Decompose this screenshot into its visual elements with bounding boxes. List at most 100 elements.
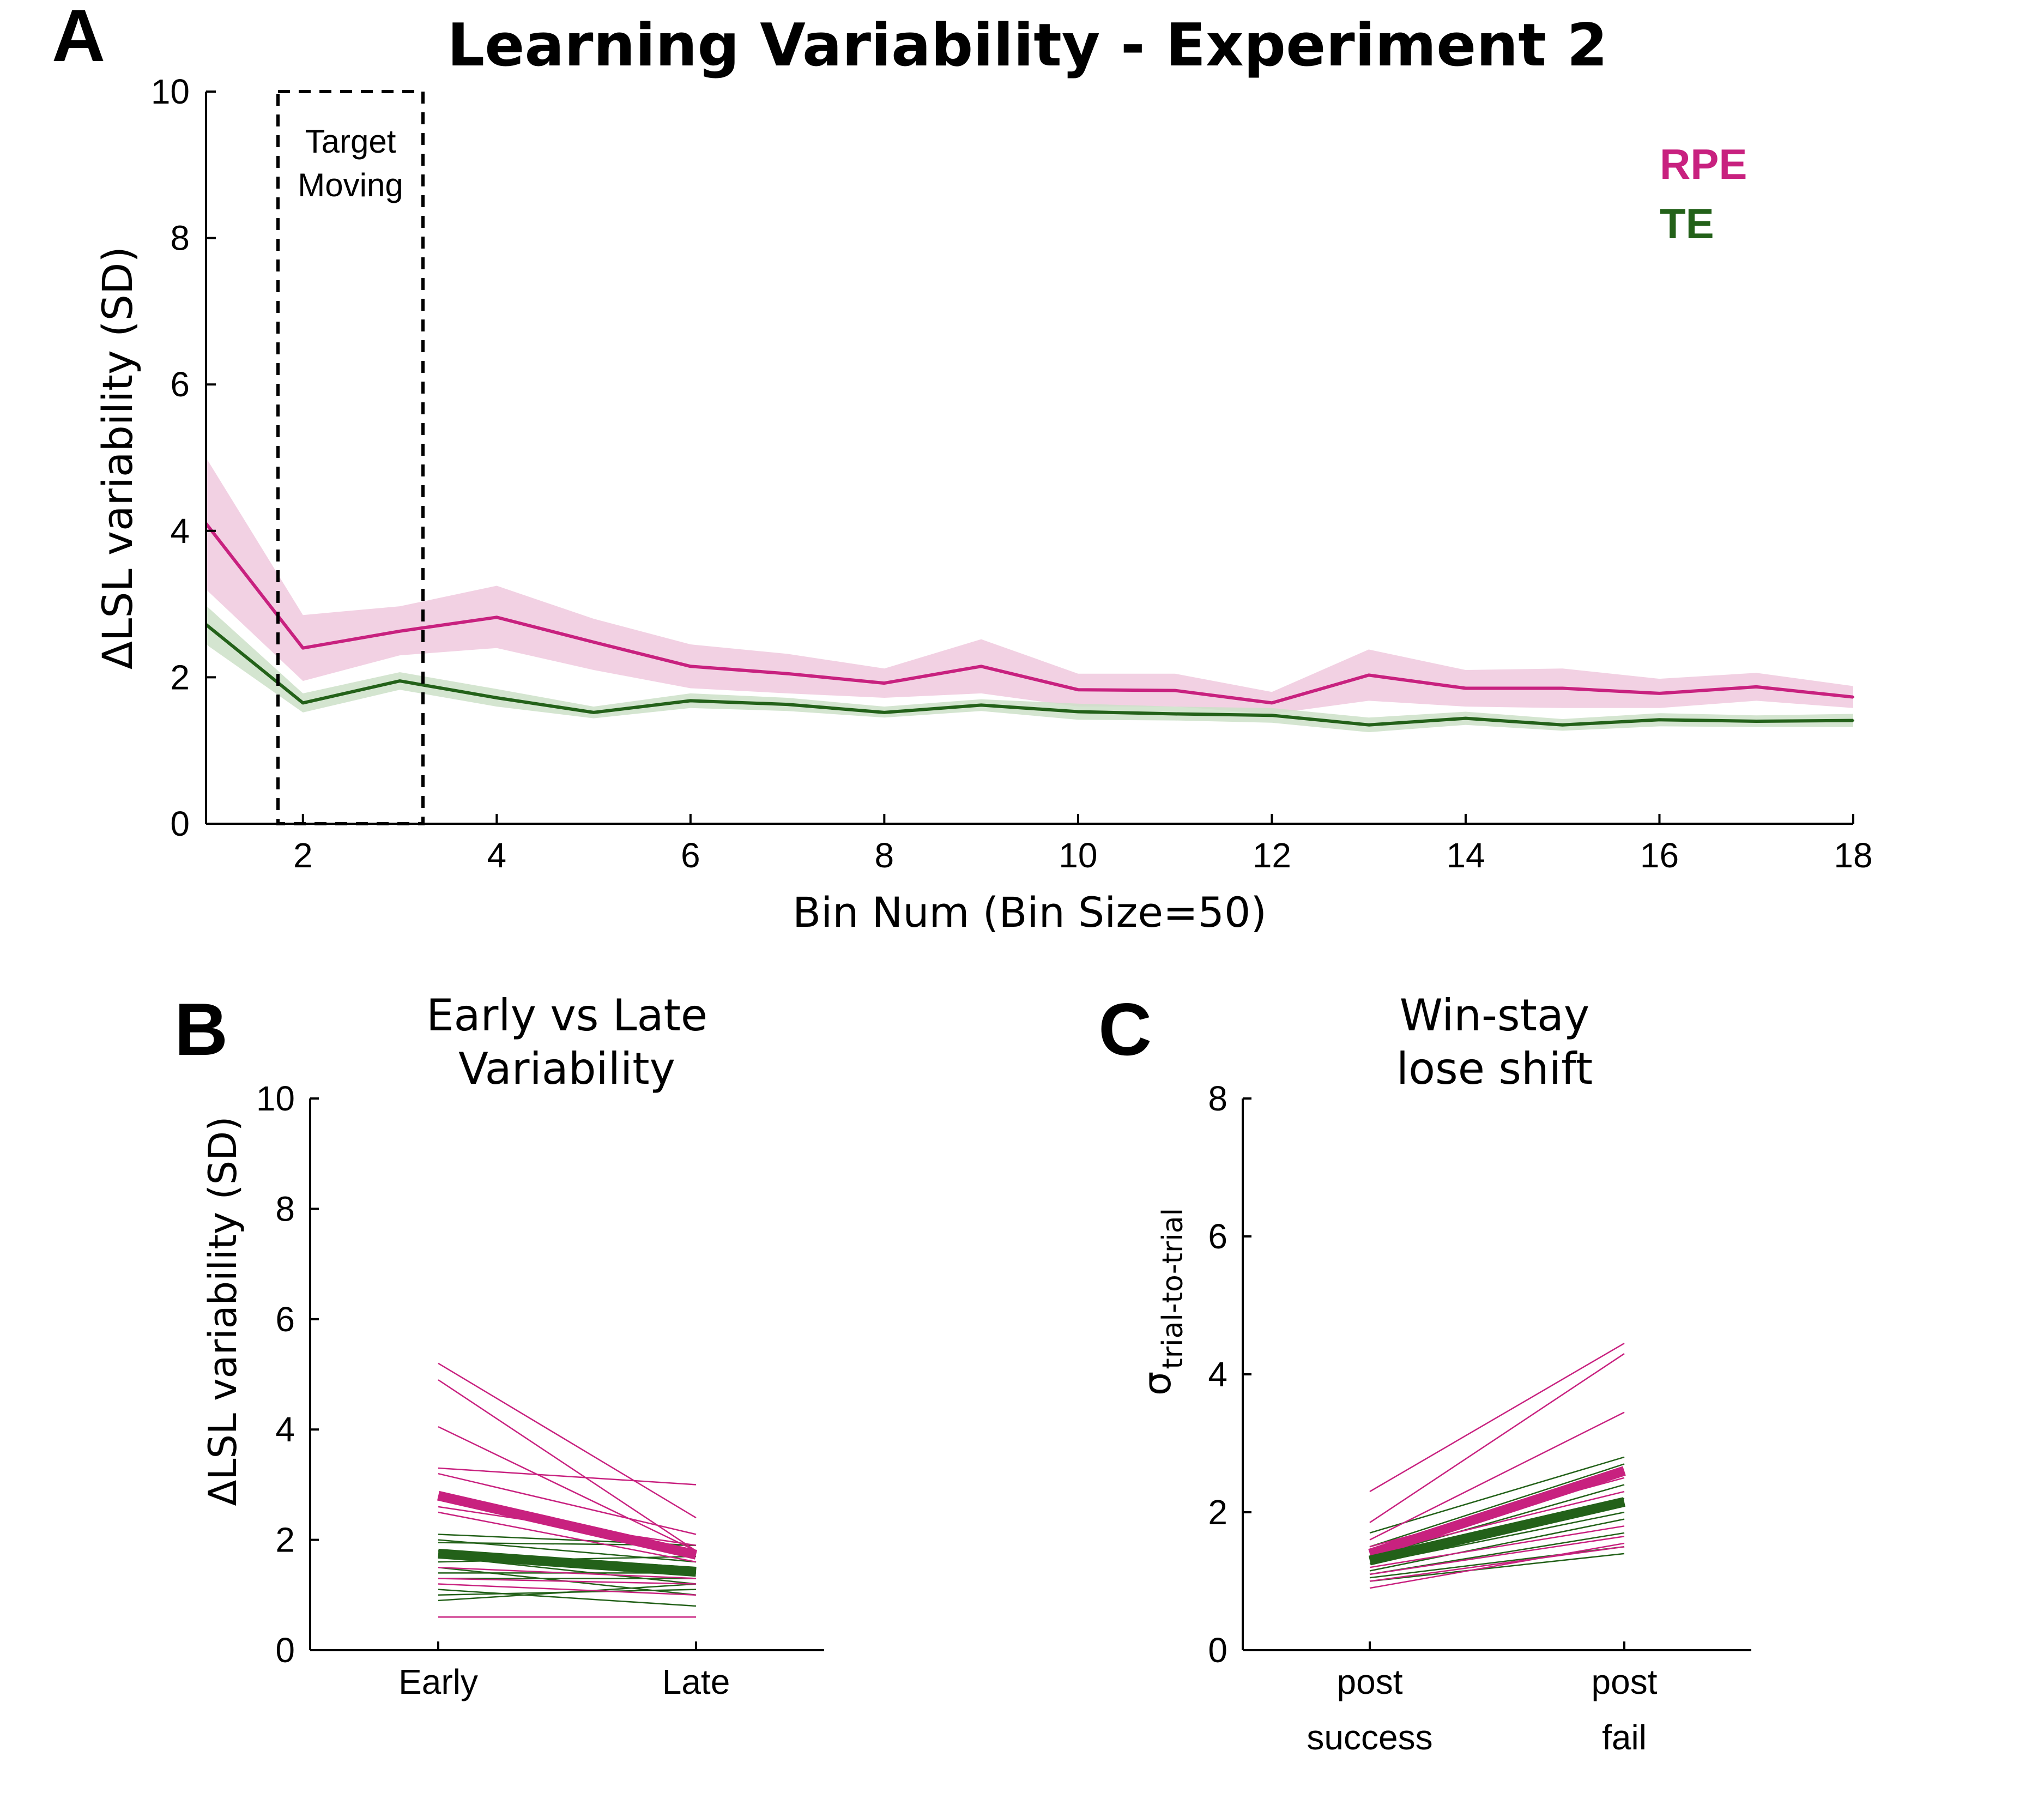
panel-c-title-line1: Win-stay <box>1400 990 1590 1041</box>
y-tick-label: 0 <box>1208 1631 1227 1670</box>
y-tick-label: 4 <box>275 1410 295 1449</box>
y-tick-label: 2 <box>275 1520 295 1560</box>
x-tick-label: 10 <box>1059 836 1097 875</box>
panel-label-a: A <box>52 0 105 77</box>
subject-line-te <box>438 1583 697 1602</box>
point-te-12 <box>1271 714 1273 717</box>
subject-line-rpe <box>1369 1546 1625 1582</box>
subject-line-te <box>1369 1456 1625 1534</box>
y-tick-label: 6 <box>170 365 190 404</box>
point-te-17 <box>1755 720 1758 722</box>
point-te-8 <box>883 711 886 714</box>
sigma-subscript: trial-to-trial <box>1157 1208 1189 1369</box>
mean-line-te <box>1368 1497 1626 1566</box>
x-tick-label: 16 <box>1640 836 1679 875</box>
subject-line-te <box>1369 1463 1625 1548</box>
subject-line-rpe <box>438 1467 697 1486</box>
point-te-5 <box>592 711 595 714</box>
point-rpe-10 <box>1077 689 1079 691</box>
x-tick-label: 12 <box>1253 836 1291 875</box>
chart-title: Learning Variability - Experiment 2 <box>447 11 1607 80</box>
subject-line-rpe <box>438 1566 697 1579</box>
y-tick-label: 6 <box>1208 1217 1227 1256</box>
subject-line-rpe <box>1369 1536 1625 1575</box>
subject-line-te <box>1369 1484 1625 1558</box>
y-tick-label: 4 <box>1208 1355 1227 1394</box>
y-tick-label: 2 <box>170 657 190 697</box>
subject-line-rpe <box>438 1578 697 1585</box>
subject-line-rpe <box>438 1511 697 1563</box>
point-te-15 <box>1561 723 1564 726</box>
subject-line-te <box>1369 1553 1625 1582</box>
panel-c-title-line2: lose shift <box>1396 1043 1593 1094</box>
y-tick-label: 8 <box>1208 1079 1227 1118</box>
point-rpe-4 <box>495 616 498 619</box>
x-tick-label: post <box>1337 1662 1403 1701</box>
y-tick-label: 0 <box>170 804 190 843</box>
y-tick-label: 4 <box>170 511 190 551</box>
point-te-4 <box>495 697 498 699</box>
x-tick-label: 6 <box>681 836 700 875</box>
point-rpe-8 <box>883 682 886 685</box>
point-rpe-5 <box>592 641 595 643</box>
panel-b-y-axis-label: ΔLSL variability (SD) <box>201 1116 245 1506</box>
mean-line-rpe <box>437 1490 698 1560</box>
subject-line-te <box>1369 1518 1625 1572</box>
x-tick-label: Early <box>398 1662 478 1701</box>
x-tick-label: 2 <box>293 836 313 875</box>
sigma-symbol: σ <box>1135 1372 1180 1396</box>
subject-line-rpe <box>1369 1542 1625 1589</box>
point-te-11 <box>1174 713 1176 715</box>
point-rpe-18 <box>1852 696 1854 698</box>
y-tick-label: 0 <box>275 1631 295 1670</box>
point-rpe-16 <box>1658 692 1661 695</box>
point-te-9 <box>980 704 983 707</box>
point-rpe-12 <box>1271 702 1273 704</box>
x-tick-label: success <box>1307 1718 1432 1757</box>
y-axis-label: ΔLSL variability (SD) <box>93 246 142 669</box>
point-rpe-2 <box>301 647 304 649</box>
panel-label-c: C <box>1098 988 1152 1071</box>
point-rpe-13 <box>1368 674 1370 677</box>
panel-label-b: B <box>174 988 228 1071</box>
panel-c-y-axis-label: σ trial-to-trial <box>1135 1208 1189 1396</box>
legend-rpe: RPE <box>1660 140 1747 188</box>
y-tick-label: 10 <box>151 72 190 111</box>
point-rpe-3 <box>398 630 401 632</box>
point-rpe-17 <box>1755 685 1758 688</box>
subject-line-te <box>438 1589 697 1607</box>
series-line-te <box>205 623 1854 727</box>
panel-a: Learning Variability - Experiment 2 Targ… <box>93 11 1873 937</box>
point-rpe-14 <box>1464 687 1467 690</box>
target-moving-label-line2: Moving <box>298 167 403 203</box>
point-te-18 <box>1852 719 1854 722</box>
panel-b-title-line1: Early vs Late <box>426 990 707 1041</box>
x-tick-label: 4 <box>487 836 506 875</box>
subject-line-rpe <box>1369 1411 1625 1541</box>
point-rpe-7 <box>786 672 789 675</box>
subject-line-rpe <box>1369 1353 1625 1524</box>
panel-c: Win-stay lose shift 0 2 4 6 8 post success post… <box>1135 990 1751 1757</box>
mean-line-rpe <box>1368 1466 1626 1559</box>
point-te-3 <box>398 680 401 683</box>
subject-line-rpe <box>1369 1342 1625 1493</box>
subject-line-rpe <box>438 1426 697 1552</box>
series-line-rpe <box>204 522 1854 705</box>
point-te-7 <box>786 703 789 706</box>
point-rpe-15 <box>1561 687 1564 690</box>
y-tick-label: 8 <box>275 1189 295 1228</box>
y-tick-label: 10 <box>256 1079 295 1118</box>
point-rpe-6 <box>689 665 692 668</box>
svg-text:σtrial-to-trial: σ trial-to-trial <box>1135 1208 1189 1396</box>
x-tick-label: 14 <box>1446 836 1485 875</box>
target-moving-box <box>276 90 425 825</box>
point-te-14 <box>1464 717 1467 720</box>
mean-line-te <box>438 1548 697 1577</box>
point-te-2 <box>301 702 304 704</box>
panel-b-title-line2: Variability <box>458 1043 675 1094</box>
point-te-6 <box>689 699 692 702</box>
legend-te: TE <box>1660 200 1714 248</box>
x-axis-label: Bin Num (Bin Size=50) <box>793 888 1267 937</box>
x-tick-label: post <box>1592 1662 1658 1701</box>
